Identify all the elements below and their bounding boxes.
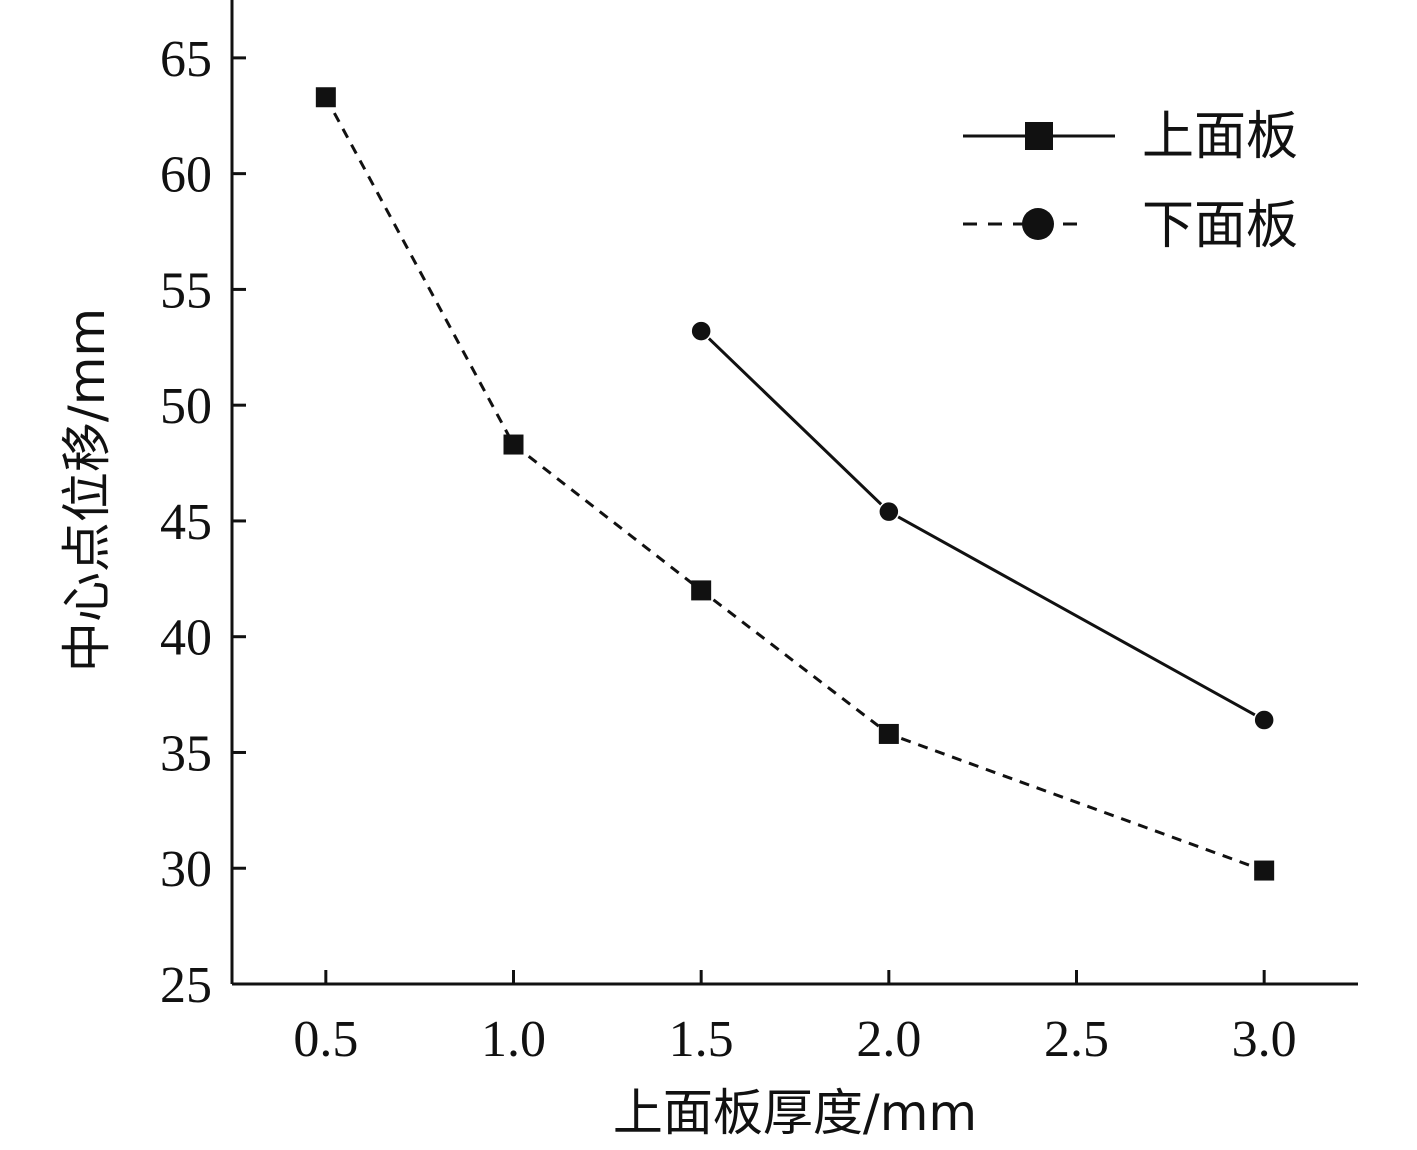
lower-curve-point xyxy=(691,580,712,601)
y-tick-label: 55 xyxy=(160,262,212,319)
y-ticks: 25 30 35 40 45 50 55 60 65 xyxy=(160,31,246,1014)
lower-curve-point xyxy=(878,723,899,744)
axes xyxy=(230,0,1358,986)
y-tick-label: 65 xyxy=(160,31,212,88)
y-tick-label: 25 xyxy=(160,957,212,1014)
y-tick-label: 45 xyxy=(160,494,212,551)
legend-marker-square xyxy=(1025,122,1053,150)
legend-label-0: 上面板 xyxy=(1142,107,1298,167)
x-tick-label: 2.0 xyxy=(856,1011,921,1068)
x-tick-label: 1.0 xyxy=(481,1011,546,1068)
x-tick-label: 2.5 xyxy=(1044,1011,1109,1068)
y-tick-label: 60 xyxy=(160,147,212,204)
lower-curve-line xyxy=(324,96,1265,873)
y-axis-title: 中心点位移/mm xyxy=(58,308,116,672)
x-ticks: 0.5 1.0 1.5 2.0 2.5 3.0 xyxy=(293,970,1297,1068)
upper-curve-point xyxy=(878,500,900,523)
series-layer xyxy=(315,87,1275,881)
y-tick-label: 35 xyxy=(160,725,212,782)
x-axis-title: 上面板厚度/mm xyxy=(613,1084,977,1142)
legend-marker-circle xyxy=(1022,208,1054,240)
upper-curve-line xyxy=(700,330,1265,722)
lower-curve-point xyxy=(1254,860,1275,881)
upper-curve-point xyxy=(690,320,712,342)
y-tick-label: 30 xyxy=(160,841,212,898)
lower-curve-point xyxy=(315,87,336,108)
x-tick-label: 1.5 xyxy=(669,1011,734,1068)
legend: 上面板 下面板 xyxy=(963,107,1298,256)
x-tick-label: 0.5 xyxy=(293,1011,358,1068)
legend-label-1: 下面板 xyxy=(1142,196,1298,256)
y-tick-label: 40 xyxy=(160,610,212,667)
lower-curve-point xyxy=(503,434,524,455)
y-tick-label: 50 xyxy=(160,378,212,435)
upper-curve-point xyxy=(1253,709,1275,731)
x-tick-label: 3.0 xyxy=(1232,1011,1297,1068)
